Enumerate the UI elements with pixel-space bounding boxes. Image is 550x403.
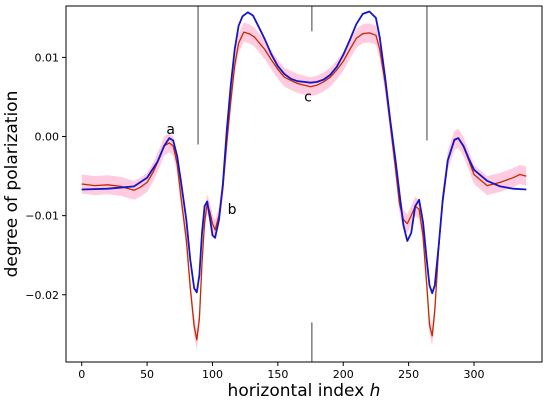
y-tick-label: −0.01 xyxy=(25,210,59,223)
data-series xyxy=(81,10,527,341)
x-tick-label: 100 xyxy=(202,368,223,381)
annotations: a b c xyxy=(166,90,311,218)
annotation-b: b xyxy=(228,202,237,218)
model-series-line xyxy=(81,10,527,295)
uncertainty-band xyxy=(81,22,527,350)
x-tick-label: 0 xyxy=(78,368,85,381)
x-tick-label: 300 xyxy=(464,368,485,381)
measured-series-line xyxy=(81,31,527,341)
x-tick-label: 50 xyxy=(140,368,154,381)
measured-band xyxy=(81,22,527,350)
x-tick-label: 250 xyxy=(398,368,419,381)
y-tick-label: 0.00 xyxy=(35,131,60,144)
y-axis-label: degree of polarization xyxy=(2,91,22,278)
y-tick-label: −0.02 xyxy=(25,289,59,302)
x-tick-label: 200 xyxy=(333,368,354,381)
y-tick-label: 0.01 xyxy=(35,51,60,64)
x-axis-label-text: horizontal index xyxy=(228,381,365,401)
vertical-markers xyxy=(197,6,428,362)
plot-frame xyxy=(65,5,543,363)
x-axis-label-var: h xyxy=(370,381,381,401)
annotation-c: c xyxy=(304,90,312,106)
x-tick-label: 150 xyxy=(267,368,288,381)
axis-ticks: 0 50 100 150 200 250 300 −0.02 −0.01 0.00 0.01 xyxy=(25,51,484,381)
annotation-a: a xyxy=(166,122,175,138)
x-axis-label: horizontal index h xyxy=(228,381,381,401)
